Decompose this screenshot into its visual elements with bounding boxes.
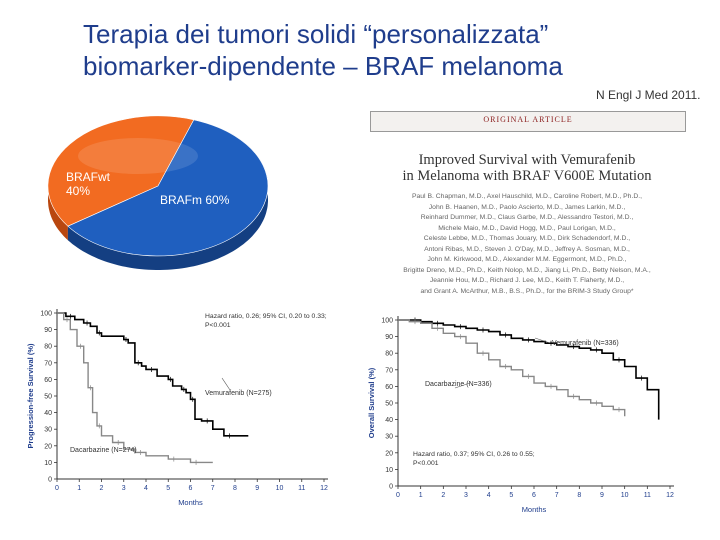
author-line: John M. Kirkwood, M.D., Alexander M.M. E…: [427, 256, 627, 263]
x-tick-label: 7: [555, 492, 559, 499]
y-axis-label: Overall Survival (%): [367, 367, 376, 438]
y-tick-label: 30: [44, 427, 52, 434]
slide-title-line-2: biomarker-dipendente – BRAF melanoma: [83, 51, 563, 81]
author-line: Jeannie Hou, M.D., Richard J. Lee, M.D.,…: [429, 277, 625, 284]
y-tick-label: 60: [44, 377, 52, 384]
x-tick-label: 3: [122, 485, 126, 492]
x-tick-label: 9: [255, 485, 259, 492]
author-line: John B. Haanen, M.D., Paolo Ascierto, M.…: [428, 203, 626, 211]
y-tick-label: 10: [385, 467, 393, 474]
y-tick-label: 70: [44, 360, 52, 367]
y-tick-label: 60: [385, 384, 393, 391]
x-tick-label: 12: [666, 492, 674, 499]
author-line: Michele Maio, M.D., David Hogg, M.D., Pa…: [438, 224, 616, 232]
series-leader: [454, 382, 471, 389]
author-line: Paul B. Chapman, M.D., Axel Hauschild, M…: [411, 193, 643, 200]
y-tick-label: 90: [385, 334, 393, 341]
article-title-line-2: in Melanoma with BRAF V600E Mutation: [402, 168, 652, 184]
x-tick-label: 5: [509, 492, 513, 499]
km-curve-0: [57, 312, 249, 437]
x-tick-label: 8: [233, 485, 237, 492]
y-tick-label: 100: [40, 311, 52, 318]
y-tick-label: 80: [385, 351, 393, 358]
y-tick-label: 70: [385, 367, 393, 374]
y-axis-label: Progression-free Survival (%): [26, 343, 35, 449]
article-section-label: ORIGINAL ARTICLE: [483, 115, 573, 124]
x-tick-label: 2: [441, 492, 445, 499]
series-label-1: Dacarbazine (N=274): [70, 447, 137, 454]
y-tick-label: 0: [389, 484, 393, 491]
series-leader: [534, 337, 551, 344]
km-curve-1: [398, 319, 626, 417]
article-section-banner: ORIGINAL ARTICLE: [370, 111, 686, 132]
x-tick-label: 9: [600, 492, 604, 499]
x-tick-label: 4: [487, 492, 491, 499]
pie-label-brafm-value: 60%: [205, 193, 230, 207]
journal-reference: N Engl J Med 2011.: [596, 88, 701, 102]
hazard-ratio-annotation: P<0.001: [413, 460, 439, 467]
x-tick-label: 4: [144, 485, 148, 492]
x-axis-label: Months: [522, 505, 547, 514]
y-tick-label: 30: [385, 434, 393, 441]
series-label-0: Vemurafenib (N=336): [552, 340, 619, 347]
author-line: Brigitte Dreno, M.D., Ph.D., Keith Nolop…: [403, 266, 651, 274]
series-label-0: Vemurafenib (N=275): [205, 390, 272, 397]
x-tick-label: 3: [464, 492, 468, 499]
x-tick-label: 10: [276, 485, 284, 492]
x-tick-label: 6: [532, 492, 536, 499]
x-tick-label: 1: [77, 485, 81, 492]
y-tick-label: 100: [381, 318, 393, 325]
pie-label-brafm-name: BRAFm: [160, 193, 202, 207]
x-tick-label: 7: [211, 485, 215, 492]
pie-label-brafwt-name: BRAFwt: [66, 170, 111, 184]
x-tick-label: 10: [621, 492, 629, 499]
x-tick-label: 5: [166, 485, 170, 492]
y-tick-label: 20: [44, 443, 52, 450]
y-tick-label: 0: [48, 477, 52, 484]
y-tick-label: 20: [385, 450, 393, 457]
x-axis-label: Months: [178, 498, 203, 507]
pie-label-brafm: BRAFm 60%: [160, 193, 229, 207]
author-line: Antoni Ribas, M.D., Steven J. O'Day, M.D…: [424, 245, 630, 253]
x-tick-label: 0: [396, 492, 400, 499]
x-tick-label: 11: [644, 492, 651, 499]
hazard-ratio-annotation: Hazard ratio, 0.26; 95% CI, 0.20 to 0.33…: [205, 313, 327, 320]
series-label-1: Dacarbazine (N=336): [425, 381, 492, 388]
y-tick-label: 40: [44, 410, 52, 417]
author-line: Celeste Lebbe, M.D., Thomas Jouary, M.D.…: [423, 235, 631, 242]
article-authors: Paul B. Chapman, M.D., Axel Hauschild, M…: [366, 192, 688, 297]
pie-label-brafwt-value: 40%: [66, 184, 91, 198]
author-line: and Grant A. McArthur, M.B., B.S., Ph.D.…: [420, 287, 634, 295]
y-tick-label: 40: [385, 417, 393, 424]
y-tick-label: 50: [385, 401, 393, 408]
y-tick-label: 50: [44, 394, 52, 401]
x-tick-label: 6: [189, 485, 193, 492]
x-tick-label: 2: [100, 485, 104, 492]
pie-label-brafwt: BRAFwt 40%: [66, 170, 110, 198]
x-tick-label: 8: [577, 492, 581, 499]
series-leader: [221, 377, 231, 391]
y-tick-label: 80: [44, 344, 52, 351]
x-tick-label: 0: [55, 485, 59, 492]
article-title: Improved Survival with Vemurafenib in Me…: [370, 152, 684, 184]
x-tick-label: 11: [298, 485, 305, 492]
x-tick-label: 12: [320, 485, 328, 492]
km-curve-1: [57, 312, 213, 464]
hazard-ratio-annotation: Hazard ratio, 0.37; 95% CI, 0.26 to 0.55…: [413, 451, 535, 458]
slide-title: Terapia dei tumori solidi “personalizzat…: [83, 18, 703, 82]
x-tick-label: 1: [419, 492, 423, 499]
hazard-ratio-annotation: P<0.001: [205, 322, 231, 329]
author-line: Reinhard Dummer, M.D., Claus Garbe, M.D.…: [420, 214, 634, 221]
y-tick-label: 90: [44, 327, 52, 334]
slide-title-line-1: Terapia dei tumori solidi “personalizzat…: [83, 19, 549, 49]
article-title-line-1: Improved Survival with Vemurafenib: [418, 152, 636, 168]
y-tick-label: 10: [44, 460, 52, 467]
km-curve-0: [398, 319, 660, 420]
